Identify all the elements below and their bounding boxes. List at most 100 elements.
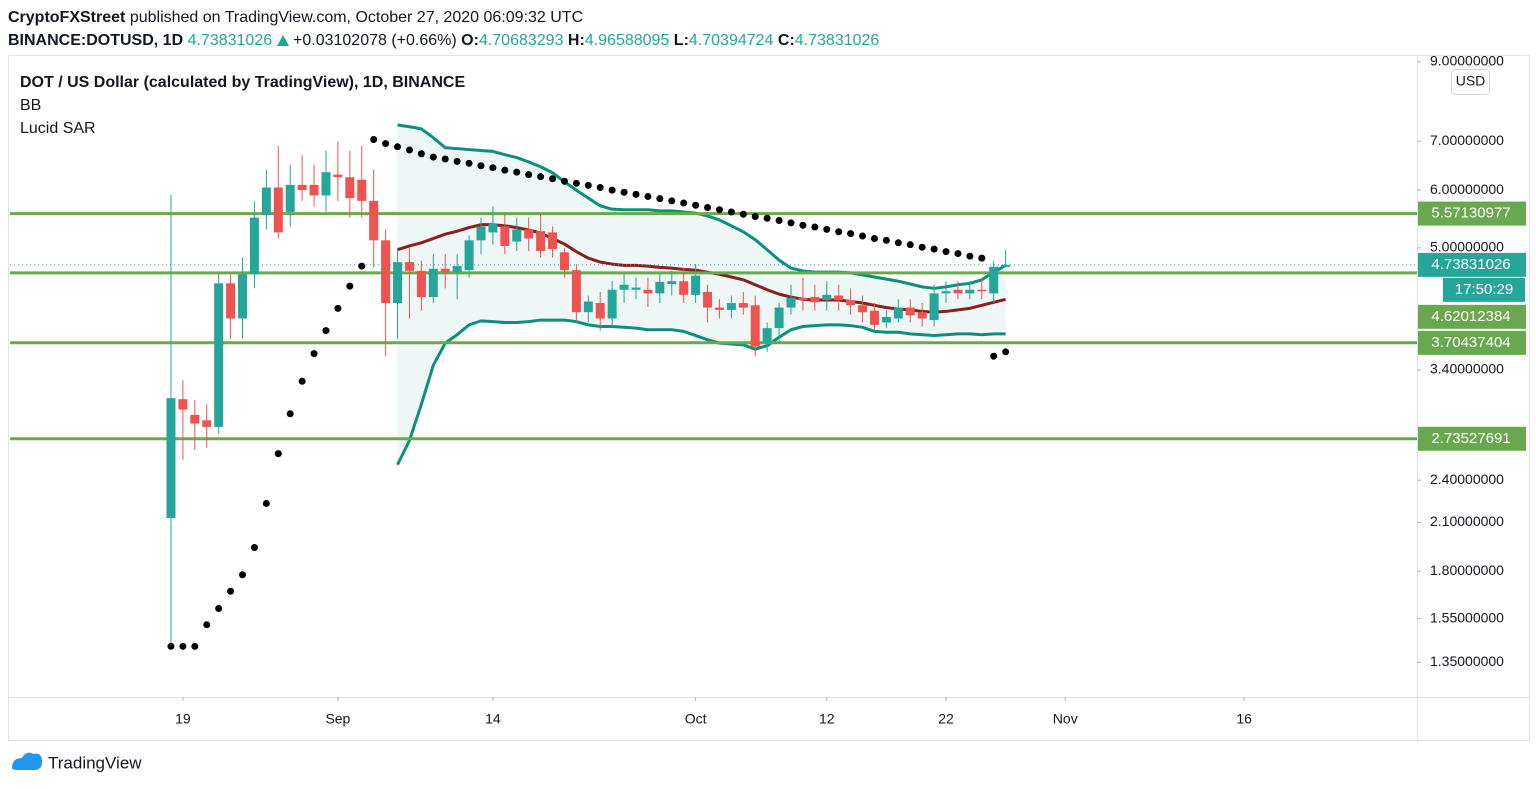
candle-body (643, 289, 653, 294)
sar-dot (525, 171, 533, 179)
sar-dot (966, 252, 974, 260)
candle-body (738, 303, 748, 308)
candle-body (798, 297, 808, 301)
sar-dot (763, 214, 771, 222)
currency-button[interactable] (1451, 69, 1490, 95)
candle-body (452, 266, 462, 273)
candle-body (929, 293, 939, 321)
candle-body (404, 262, 414, 271)
candle-body (774, 307, 784, 329)
candle-body (750, 305, 760, 347)
high-label: H: (567, 32, 585, 49)
line-label: 4.62012384 (1431, 308, 1510, 325)
sar-dot (239, 571, 247, 579)
x-tick-label: 14 (485, 711, 501, 727)
candle-body (667, 281, 677, 285)
candle-body (559, 252, 569, 271)
candle-body (464, 240, 474, 271)
candle-body (548, 232, 558, 250)
candle-body (822, 294, 832, 301)
legend-title: DOT / US Dollar (calculated by TradingVi… (20, 74, 465, 91)
candle-body (810, 297, 820, 303)
candle-body (297, 184, 307, 191)
candle-body (428, 268, 438, 298)
sar-dot (370, 136, 378, 144)
sar-dot (191, 642, 199, 650)
sar-dot (799, 221, 807, 229)
up-arrow (276, 35, 289, 46)
candle-body (1001, 264, 1011, 267)
line-label-bg (1418, 304, 1526, 329)
candle-body (321, 172, 331, 196)
close-value: 4.73831026 (794, 32, 880, 49)
line-label: 5.57130977 (1431, 205, 1510, 222)
chart-frame (8, 55, 1530, 741)
y-tick-label: 1.80000000 (1430, 562, 1504, 578)
x-tick-label: Sep (325, 711, 350, 727)
open-value: 4.70683293 (478, 32, 564, 49)
sar-dot (978, 254, 986, 262)
y-tick-label: 5.00000000 (1430, 239, 1504, 255)
sar-dot (739, 210, 747, 218)
sar-dot (656, 195, 664, 203)
candle-body (941, 291, 951, 294)
candle-body (881, 316, 891, 323)
countdown: 17:50:29 (1455, 281, 1513, 298)
candle-body (345, 177, 355, 199)
sar-dot (358, 262, 366, 270)
sar-dot (906, 241, 914, 249)
candle-body (726, 303, 736, 310)
x-tick-label: 22 (938, 711, 954, 727)
low-label: L: (673, 32, 689, 49)
x-tick-label: 16 (1236, 711, 1252, 727)
plot-area (10, 123, 1417, 650)
sar-dot (847, 230, 855, 238)
y-tick-label: 7.00000000 (1430, 132, 1504, 148)
sar-dot (274, 450, 282, 458)
candle-body (381, 240, 391, 304)
candle-body (834, 295, 844, 301)
candle-body (714, 307, 724, 310)
close-label: C: (777, 32, 795, 49)
sar-dot (1002, 348, 1010, 356)
logo: TradingView (12, 752, 142, 772)
candle-body (679, 281, 689, 295)
open-label: O: (461, 32, 479, 49)
published: published on TradingView.com, October 27… (129, 9, 584, 26)
sar-dot (346, 282, 354, 290)
sar-dot (405, 146, 413, 154)
candle-body (202, 420, 212, 427)
sar-dot (954, 250, 962, 258)
sar-dot (692, 201, 700, 209)
candle-body (357, 179, 367, 201)
candle-body (226, 283, 236, 319)
candle-body (309, 184, 319, 196)
candle-body (393, 262, 403, 304)
candle-body (416, 270, 426, 298)
line-label-bg (1418, 426, 1526, 451)
y-tick-label: 1.35000000 (1430, 653, 1504, 669)
candle-body (655, 281, 665, 294)
sar-dot (859, 232, 867, 240)
axes: 9.00000000 7.00000000 6.00000000 5.00000000… (175, 52, 1526, 727)
sar-dot (203, 621, 211, 629)
candle-body (488, 223, 498, 233)
candle-body (583, 301, 593, 313)
sar-dot (942, 248, 950, 256)
candle-body (190, 414, 200, 424)
sar-dot (918, 243, 926, 251)
sar-dot (465, 159, 473, 167)
sar-dot (644, 193, 652, 201)
sar-dot (310, 350, 318, 358)
currency-label[interactable]: USD (1456, 73, 1486, 89)
sar-dot (286, 410, 294, 418)
bb-lower (396, 318, 1006, 466)
sar-dot (262, 499, 270, 507)
y-tick-label: 1.55000000 (1430, 609, 1504, 625)
sar-dot (727, 208, 735, 216)
sar-dot (489, 164, 497, 172)
sar-dot (704, 203, 712, 211)
candle-body (249, 217, 259, 275)
sar-dot (596, 183, 604, 191)
